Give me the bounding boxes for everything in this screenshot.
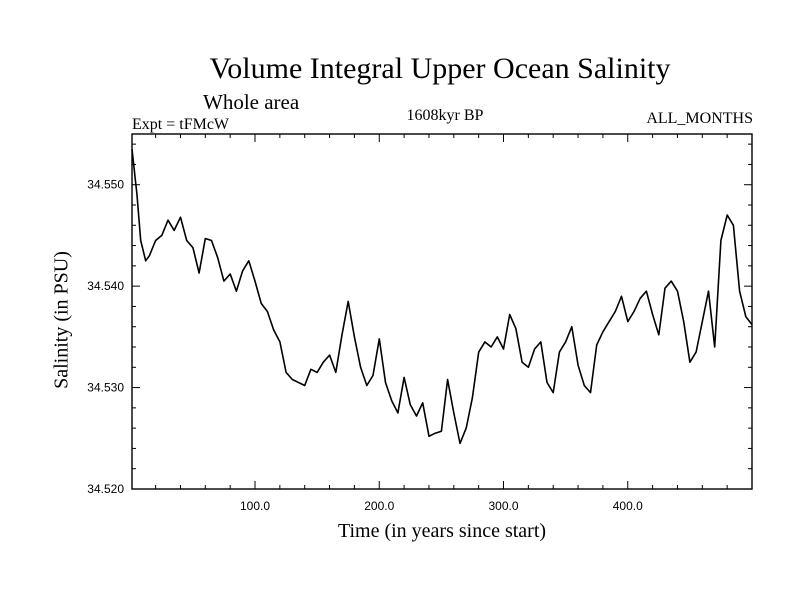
y-tick-label: 34.550 — [87, 178, 124, 192]
x-tick-label: 200.0 — [364, 499, 394, 513]
x-tick-label: 400.0 — [613, 499, 643, 513]
y-tick-label: 34.540 — [87, 279, 124, 293]
experiment-label: Expt = tFMcW — [132, 116, 230, 133]
x-tick-label: 300.0 — [488, 499, 518, 513]
months-label: ALL_MONTHS — [646, 110, 753, 127]
x-tick-label: 100.0 — [240, 499, 270, 513]
y-tick-label: 34.520 — [87, 482, 124, 496]
axis-ticks: 100.0 200.0 300.0 400.0 34.520 34.530 34.540 34… — [87, 134, 752, 513]
chart-subtitle: Whole area — [203, 90, 300, 114]
period-label: 1608kyr BP — [406, 107, 484, 124]
salinity-series-line — [131, 149, 753, 445]
x-axis-label: Time (in years since start) — [337, 520, 547, 542]
plot-frame — [131, 133, 753, 490]
y-tick-label: 34.530 — [87, 381, 124, 395]
chart-title: Volume Integral Upper Ocean Salinity — [209, 52, 671, 85]
